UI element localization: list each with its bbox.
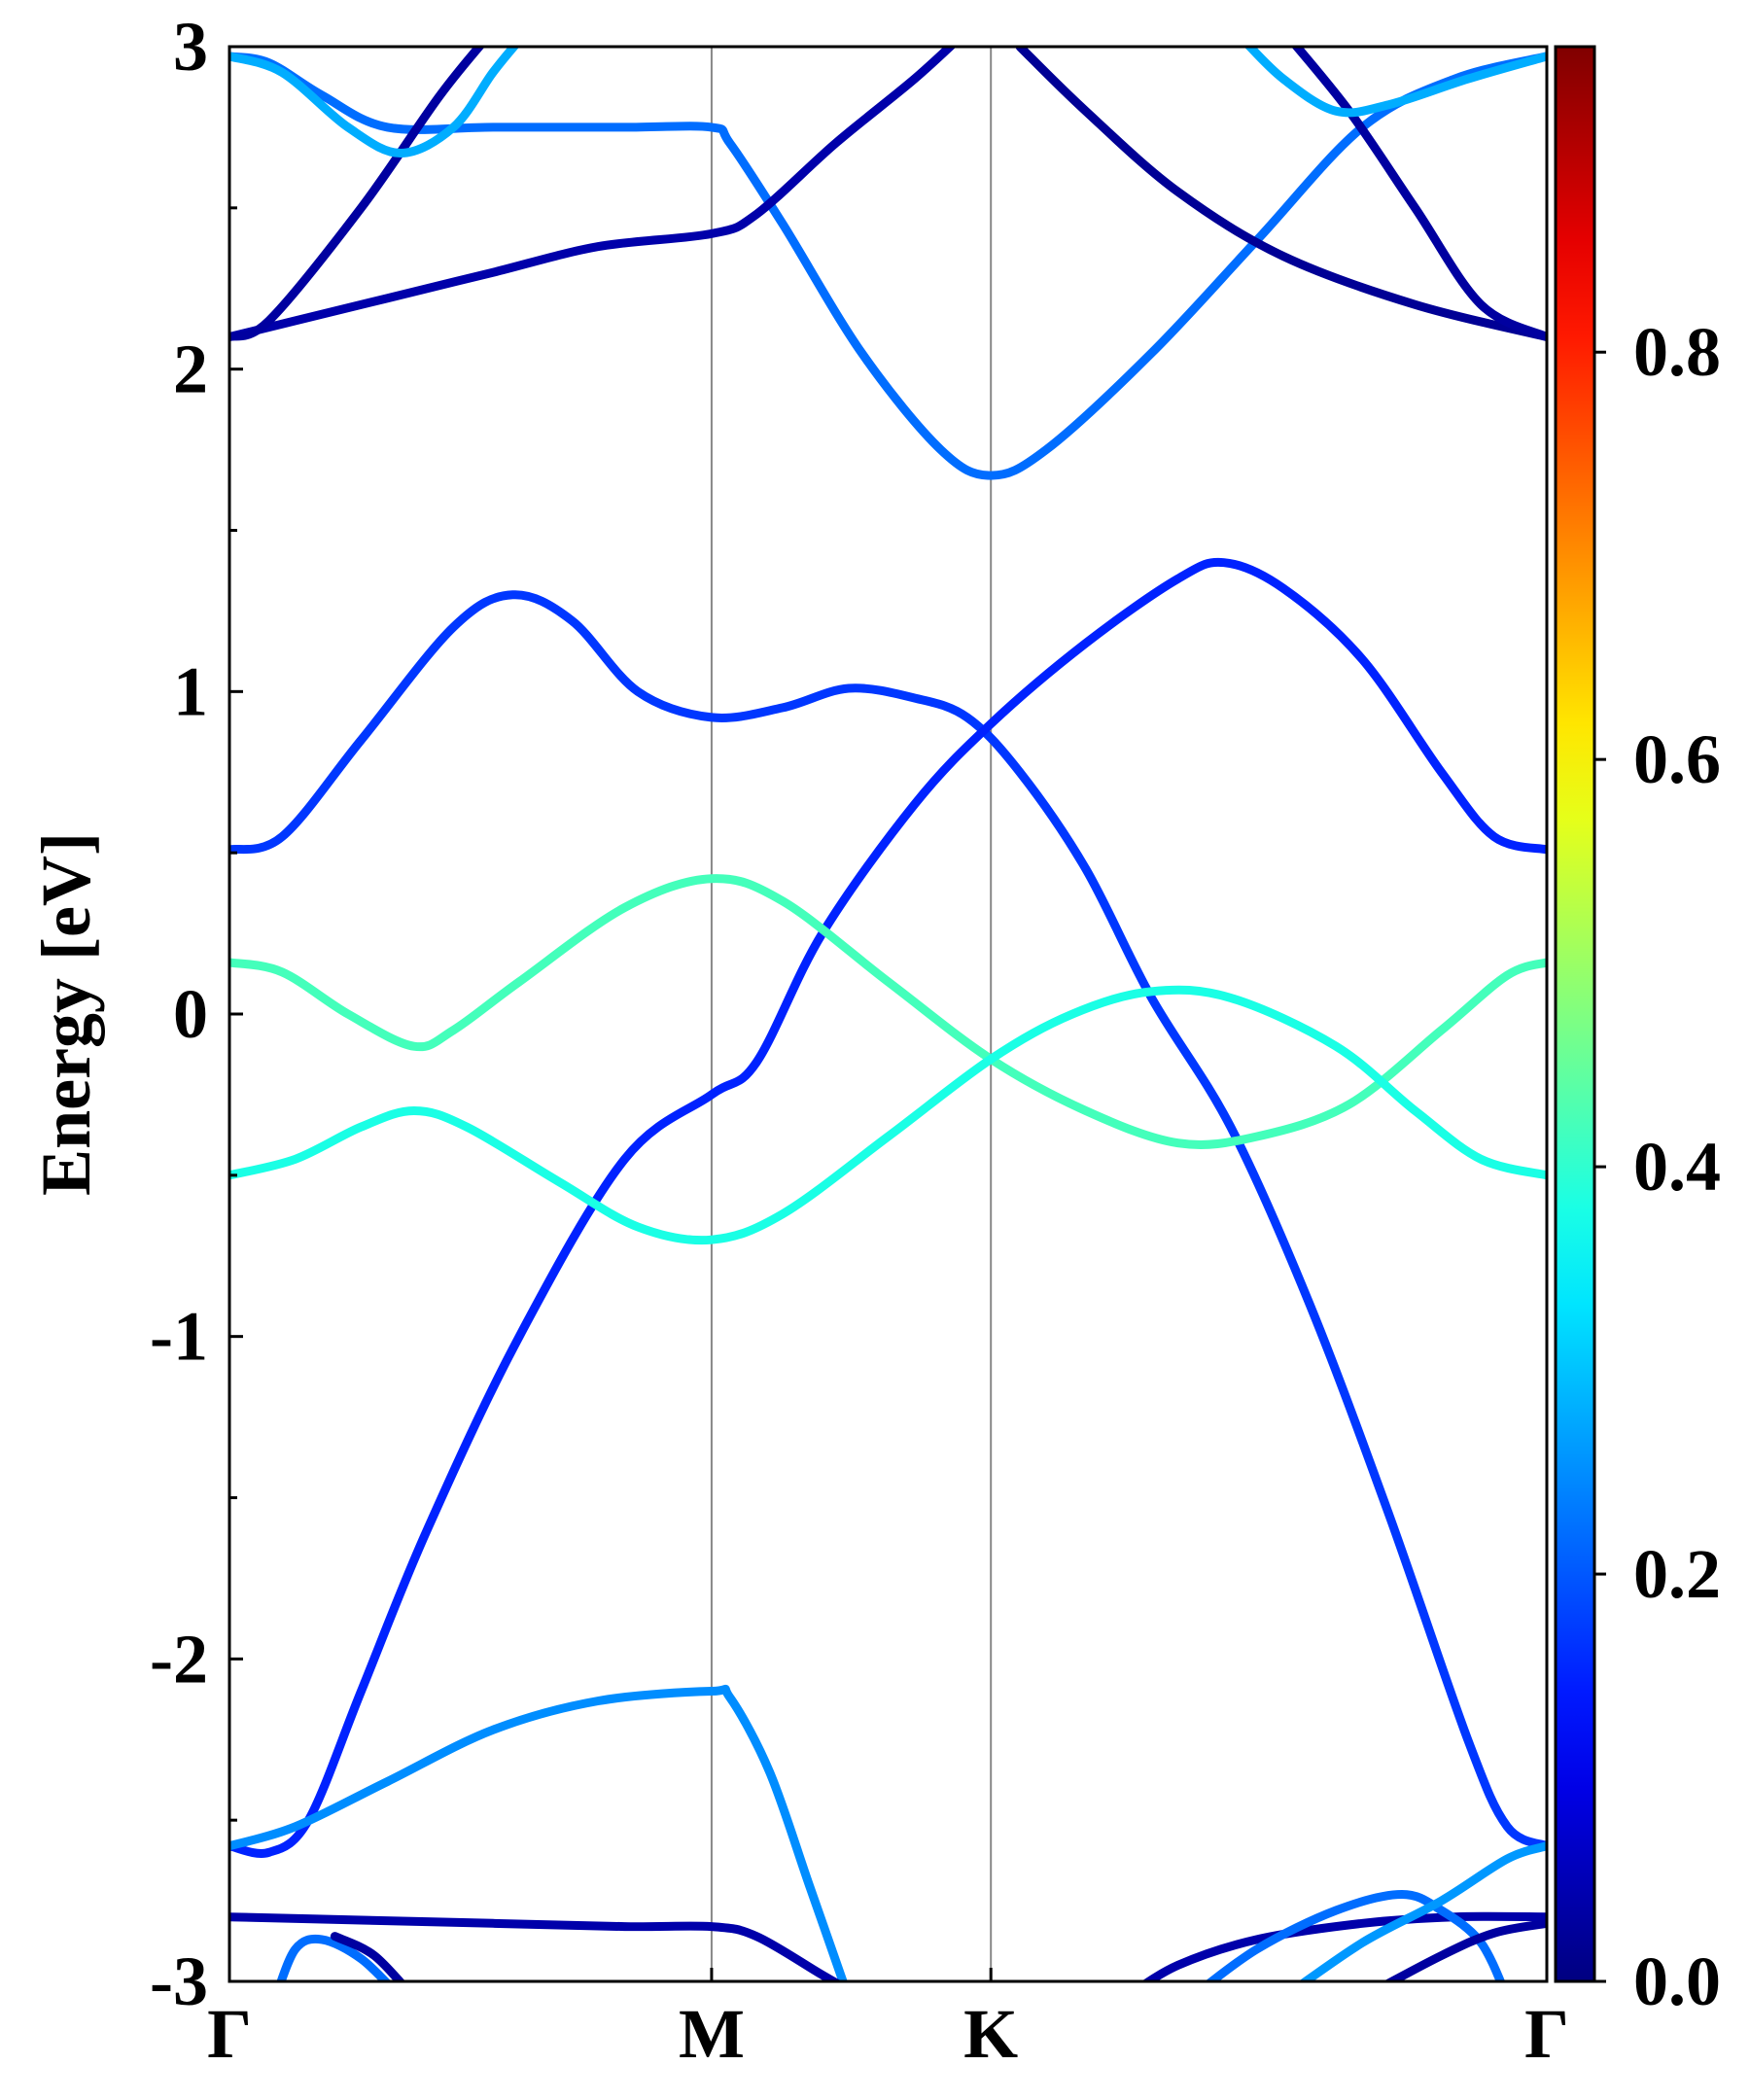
y-tick-label: -3 <box>150 1942 208 2020</box>
x-tick-label-2: K <box>963 1995 1018 2073</box>
band-3 <box>1015 47 1547 341</box>
colorbar-tick-label: 0.4 <box>1633 1128 1721 1206</box>
plot-area: -3 -2 -1 0 1 2 3 Γ M K Γ <box>150 8 1569 2073</box>
x-tick-label-1: M <box>679 1995 745 2073</box>
band-0 <box>229 52 1547 480</box>
colorbar-tick-label: 0.6 <box>1633 720 1721 798</box>
band-5 <box>229 47 520 158</box>
x-tick-label-0: Γ <box>207 1995 252 2073</box>
band-6 <box>1243 47 1547 118</box>
x-tick-label-3: Γ <box>1524 1995 1569 2073</box>
plot-background <box>229 47 1547 1981</box>
y-tick-label: 0 <box>173 975 208 1053</box>
y-tick-label: 3 <box>173 8 208 86</box>
band-12 <box>229 1912 843 1981</box>
colorbar-tick-label: 0.2 <box>1633 1535 1721 1613</box>
band-9 <box>229 874 1547 1149</box>
band-17 <box>330 1932 406 1981</box>
band-10 <box>229 985 1547 1245</box>
high-symmetry-lines <box>710 47 993 1981</box>
band-14 <box>1205 1890 1506 1981</box>
band-16 <box>276 1934 392 1981</box>
colorbar-tick-label: 0.8 <box>1633 313 1721 391</box>
y-tick-label: -2 <box>150 1620 208 1698</box>
band-13 <box>1140 1911 1547 1981</box>
band-7 <box>229 590 1547 1851</box>
band-4 <box>1291 47 1547 341</box>
y-tick-label: 1 <box>173 652 208 730</box>
y-axis-label: Energy [eV] <box>27 832 105 1196</box>
colorbar: 0.0 0.2 0.4 0.6 0.8 <box>1554 45 1721 2020</box>
band-11 <box>229 1684 848 1981</box>
colorbar-tick-label: 0.0 <box>1633 1942 1721 2020</box>
band-2 <box>229 47 485 341</box>
colorbar-gradient <box>1554 45 1596 1983</box>
band-1 <box>229 47 957 341</box>
band-15 <box>1298 1841 1547 1981</box>
colorbar-ticks: 0.0 0.2 0.4 0.6 0.8 <box>1594 313 1721 2020</box>
band-lines <box>229 47 1547 1981</box>
y-tick-label: -1 <box>150 1298 208 1376</box>
y-tick-label: 2 <box>173 331 208 408</box>
y-axis-ticks: -3 -2 -1 0 1 2 3 <box>150 8 243 2020</box>
